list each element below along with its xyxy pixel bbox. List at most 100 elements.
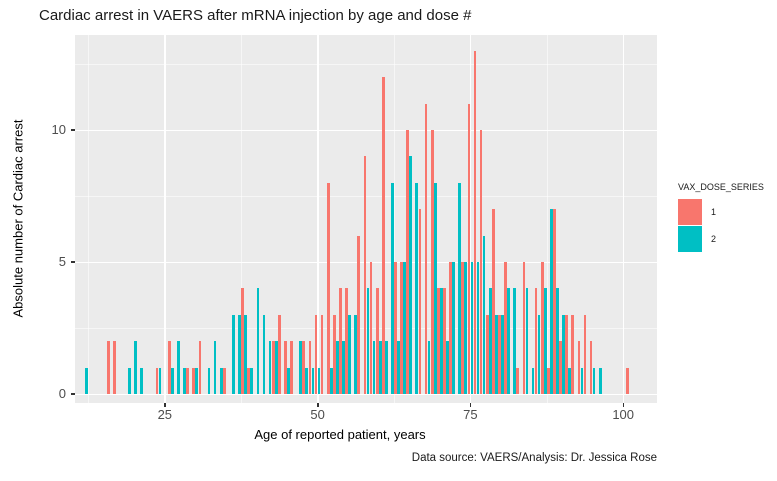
bar-dose2-age-49 [311,367,315,394]
bar-dose1-age-92 [571,314,575,394]
bar-dose2-age-27 [177,341,180,394]
bar-dose2-age-91 [568,367,571,394]
gridline-x-major [164,35,166,403]
bar-dose1-age-95 [589,341,593,394]
bar-dose1-age-71 [443,288,446,394]
gridline-x-minor [546,35,548,403]
bar-dose2-age-41 [262,314,266,394]
bar-dose1-age-46 [290,341,293,394]
bar-dose2-age-55 [348,314,351,394]
bar-dose2-age-75 [470,262,474,394]
bar-dose1-age-44 [278,314,281,394]
chart-title: Cardiac arrest in VAERS after mRNA injec… [39,7,472,24]
bar-dose1-age-59 [369,262,373,394]
bar-dose2-age-95 [592,367,596,394]
bar-dose1-age-57 [357,235,361,394]
x-tick-label: 25 [157,407,173,422]
x-tick-label: 75 [463,407,478,422]
bar-dose2-age-38 [244,314,248,394]
y-axis-title: Absolute number of Cardiac arrest [10,119,26,318]
bar-dose2-age-69 [433,182,437,394]
bar-dose2-age-47 [299,341,303,394]
bar-dose2-age-59 [372,341,376,394]
bar-dose2-age-26 [171,367,174,394]
bar-dose2-age-53 [336,341,339,394]
bar-dose2-age-68 [427,341,431,394]
chart-caption: Data source: VAERS/Analysis: Dr. Jessica… [411,452,657,464]
bar-dose2-age-78 [488,288,492,394]
bar-dose1-age-52 [326,182,330,394]
bar-dose2-age-28 [183,367,186,394]
bar-dose1-age-31 [198,341,202,394]
bar-dose2-age-56 [354,314,358,394]
bar-dose1-age-24 [155,367,159,394]
y-tick-label: 0 [58,386,66,401]
x-tick-label: 100 [612,407,635,422]
legend-key-dose1: 1 [678,198,764,225]
gridline-x-minor [88,35,90,403]
bar-dose1-age-70 [436,288,440,394]
bar-dose1-age-76 [473,50,477,394]
bar-dose2-age-96 [598,367,602,394]
bar-dose2-age-90 [562,314,565,394]
bar-dose1-age-17 [113,341,116,394]
bar-dose2-age-30 [195,367,199,394]
bar-dose1-age-64 [400,262,403,394]
gridline-x-major [469,35,472,403]
bar-dose1-age-88 [546,367,550,394]
gridline-y-major [75,393,657,396]
bar-dose2-age-63 [397,341,400,394]
bar-dose1-age-65 [406,130,410,394]
bar-dose1-age-94 [583,314,587,394]
x-tick-mark [622,403,625,407]
x-tick-mark [317,403,319,407]
bar-dose2-age-42 [268,341,272,394]
y-tick-label: 5 [58,254,66,269]
bar-dose2-age-58 [366,288,370,394]
bar-dose1-age-49 [308,341,312,394]
bar-dose2-age-43 [274,341,278,394]
x-tick-label: 50 [310,407,325,422]
bar-dose1-age-101 [626,367,630,394]
bar-dose2-age-87 [543,288,547,394]
gridline-x-minor [394,35,395,403]
bar-dose2-age-86 [537,314,541,394]
bar-dose2-age-45 [287,367,290,394]
bar-dose1-age-69 [430,130,434,394]
bar-dose2-age-62 [391,182,394,394]
bar-dose2-age-52 [329,367,333,394]
bar-dose1-age-26 [168,341,171,394]
y-tick-label: 10 [51,122,66,137]
bar-dose1-age-29 [186,367,190,394]
bar-dose2-age-85 [531,367,535,394]
gridline-y-minor [75,64,657,65]
bar-dose2-age-48 [305,367,309,394]
x-axis-title: Age of reported patient, years [254,427,426,442]
gridline-x-minor [241,35,243,403]
bar-dose1-age-54 [339,288,342,394]
y-tick-mark [71,261,75,263]
bar-dose2-age-72 [452,262,455,394]
bar-dose2-age-73 [458,182,461,394]
bar-dose2-age-81 [507,288,510,394]
bar-dose1-age-38 [241,288,245,394]
bar-dose1-age-58 [363,156,367,394]
bar-dose1-age-43 [271,341,275,394]
bar-dose2-age-36 [232,314,235,394]
bar-dose2-age-39 [250,367,254,394]
bar-dose2-age-84 [525,288,529,394]
bar-dose1-age-53 [333,314,336,394]
bar-dose2-age-80 [501,314,504,394]
bar-dose1-age-74 [461,262,465,394]
bar-dose2-age-82 [513,288,516,394]
bar-dose2-age-21 [140,367,144,394]
bar-dose2-age-19 [128,367,131,394]
bar-dose2-age-66 [415,182,419,394]
legend-title: VAX_DOSE_SERIES [678,182,764,192]
legend-key-dose2: 2 [678,225,764,252]
bar-dose1-age-72 [449,262,452,394]
bar-dose1-age-51 [320,314,324,394]
bar-dose1-age-80 [498,314,501,394]
legend-label-dose2: 2 [711,233,717,244]
bar-dose1-age-93 [577,341,581,394]
